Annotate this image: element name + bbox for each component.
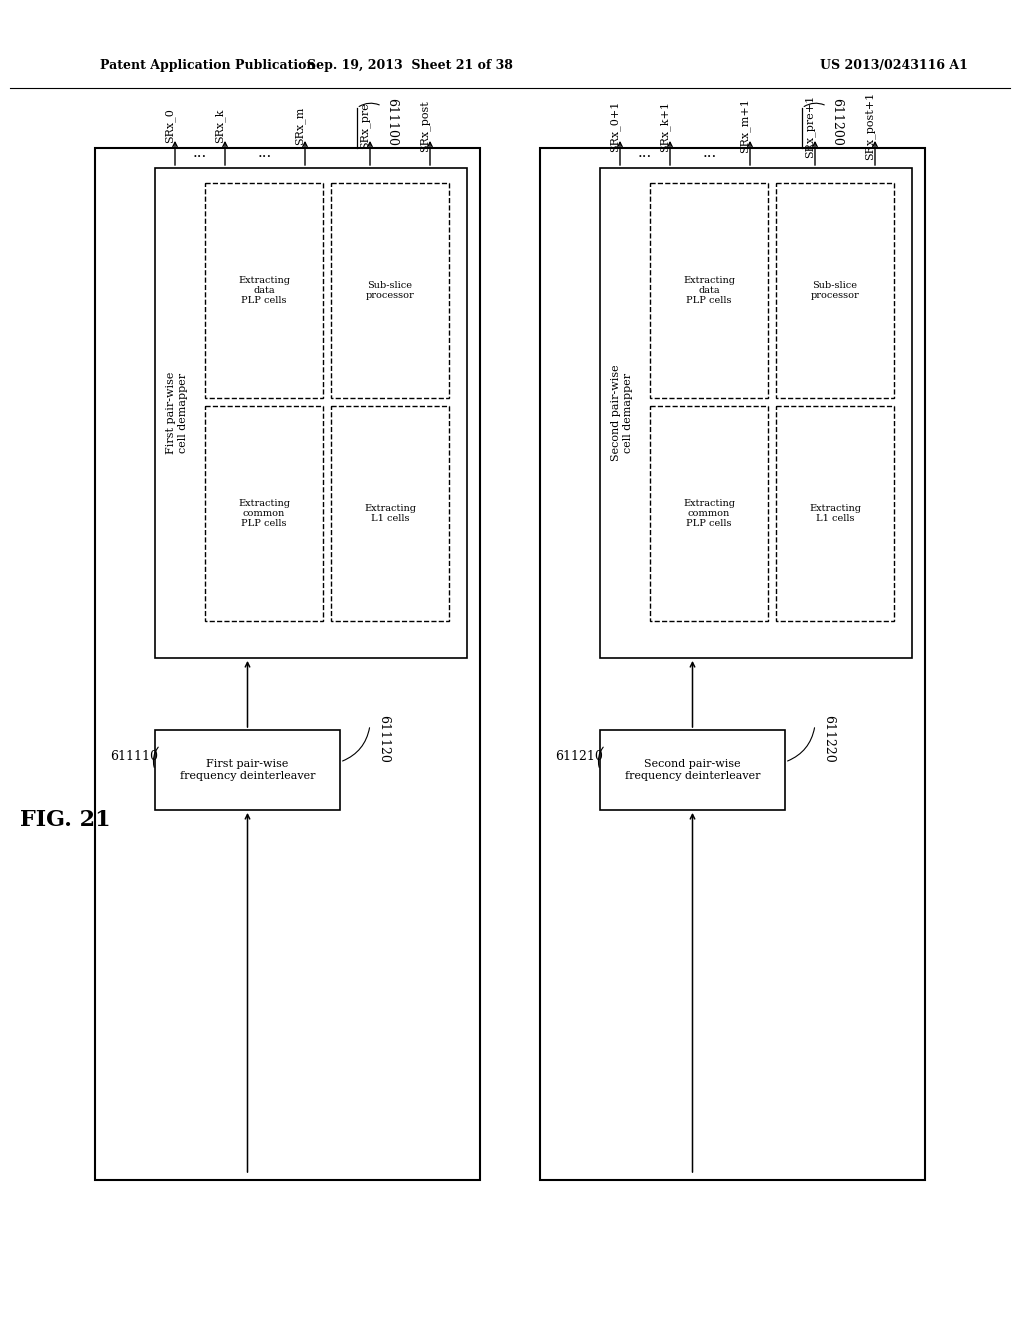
Text: SRx_post: SRx_post bbox=[419, 100, 430, 152]
Bar bbox=[205, 407, 323, 620]
Text: SRx_m+1: SRx_m+1 bbox=[739, 99, 750, 153]
Text: SRx_pre+1: SRx_pre+1 bbox=[804, 94, 815, 157]
Text: ...: ... bbox=[702, 147, 717, 160]
Text: FIG. 21: FIG. 21 bbox=[19, 809, 111, 832]
Text: Extracting
common
PLP cells: Extracting common PLP cells bbox=[238, 499, 290, 528]
Text: Second pair-wise
cell demapper: Second pair-wise cell demapper bbox=[611, 364, 633, 461]
Text: Extracting
data
PLP cells: Extracting data PLP cells bbox=[683, 276, 735, 305]
Text: SRx_m: SRx_m bbox=[294, 107, 305, 145]
Text: 611220: 611220 bbox=[822, 715, 835, 763]
Text: SRx_0+1: SRx_0+1 bbox=[609, 100, 620, 152]
Text: Patent Application Publication: Patent Application Publication bbox=[100, 58, 315, 71]
Text: ...: ... bbox=[638, 147, 652, 160]
Bar bbox=[95, 148, 480, 1180]
Text: ...: ... bbox=[193, 147, 207, 160]
Bar bbox=[776, 407, 894, 620]
Text: SRx_k: SRx_k bbox=[214, 108, 225, 144]
Text: 611200: 611200 bbox=[829, 98, 843, 147]
Text: 611210: 611210 bbox=[555, 750, 603, 763]
Bar bbox=[155, 168, 467, 657]
Text: Sub-slice
processor: Sub-slice processor bbox=[811, 281, 859, 300]
Text: Second pair-wise
frequency deinterleaver: Second pair-wise frequency deinterleaver bbox=[625, 759, 760, 781]
Bar bbox=[155, 730, 340, 810]
Text: Extracting
data
PLP cells: Extracting data PLP cells bbox=[238, 276, 290, 305]
Bar bbox=[540, 148, 925, 1180]
Text: 611100: 611100 bbox=[385, 98, 397, 147]
Text: Extracting
L1 cells: Extracting L1 cells bbox=[364, 504, 416, 523]
Text: Extracting
common
PLP cells: Extracting common PLP cells bbox=[683, 499, 735, 528]
Text: ...: ... bbox=[258, 147, 272, 160]
Text: SRx_k+1: SRx_k+1 bbox=[659, 100, 670, 152]
Bar bbox=[776, 183, 894, 399]
Text: 611110: 611110 bbox=[110, 750, 158, 763]
Text: 611120: 611120 bbox=[377, 715, 390, 763]
Bar bbox=[600, 730, 785, 810]
Bar bbox=[650, 183, 768, 399]
Bar bbox=[600, 168, 912, 657]
Text: Sub-slice
processor: Sub-slice processor bbox=[366, 281, 415, 300]
Text: First pair-wise
cell demapper: First pair-wise cell demapper bbox=[166, 372, 187, 454]
Text: US 2013/0243116 A1: US 2013/0243116 A1 bbox=[820, 58, 968, 71]
Text: First pair-wise
frequency deinterleaver: First pair-wise frequency deinterleaver bbox=[180, 759, 315, 781]
Bar bbox=[331, 183, 449, 399]
Bar bbox=[650, 407, 768, 620]
Bar bbox=[331, 407, 449, 620]
Text: Extracting
L1 cells: Extracting L1 cells bbox=[809, 504, 861, 523]
Text: SRx_0: SRx_0 bbox=[164, 108, 175, 144]
Bar bbox=[205, 183, 323, 399]
Text: SRx_post+1: SRx_post+1 bbox=[864, 92, 874, 160]
Text: SRx_pre: SRx_pre bbox=[359, 103, 370, 149]
Text: Sep. 19, 2013  Sheet 21 of 38: Sep. 19, 2013 Sheet 21 of 38 bbox=[307, 58, 513, 71]
